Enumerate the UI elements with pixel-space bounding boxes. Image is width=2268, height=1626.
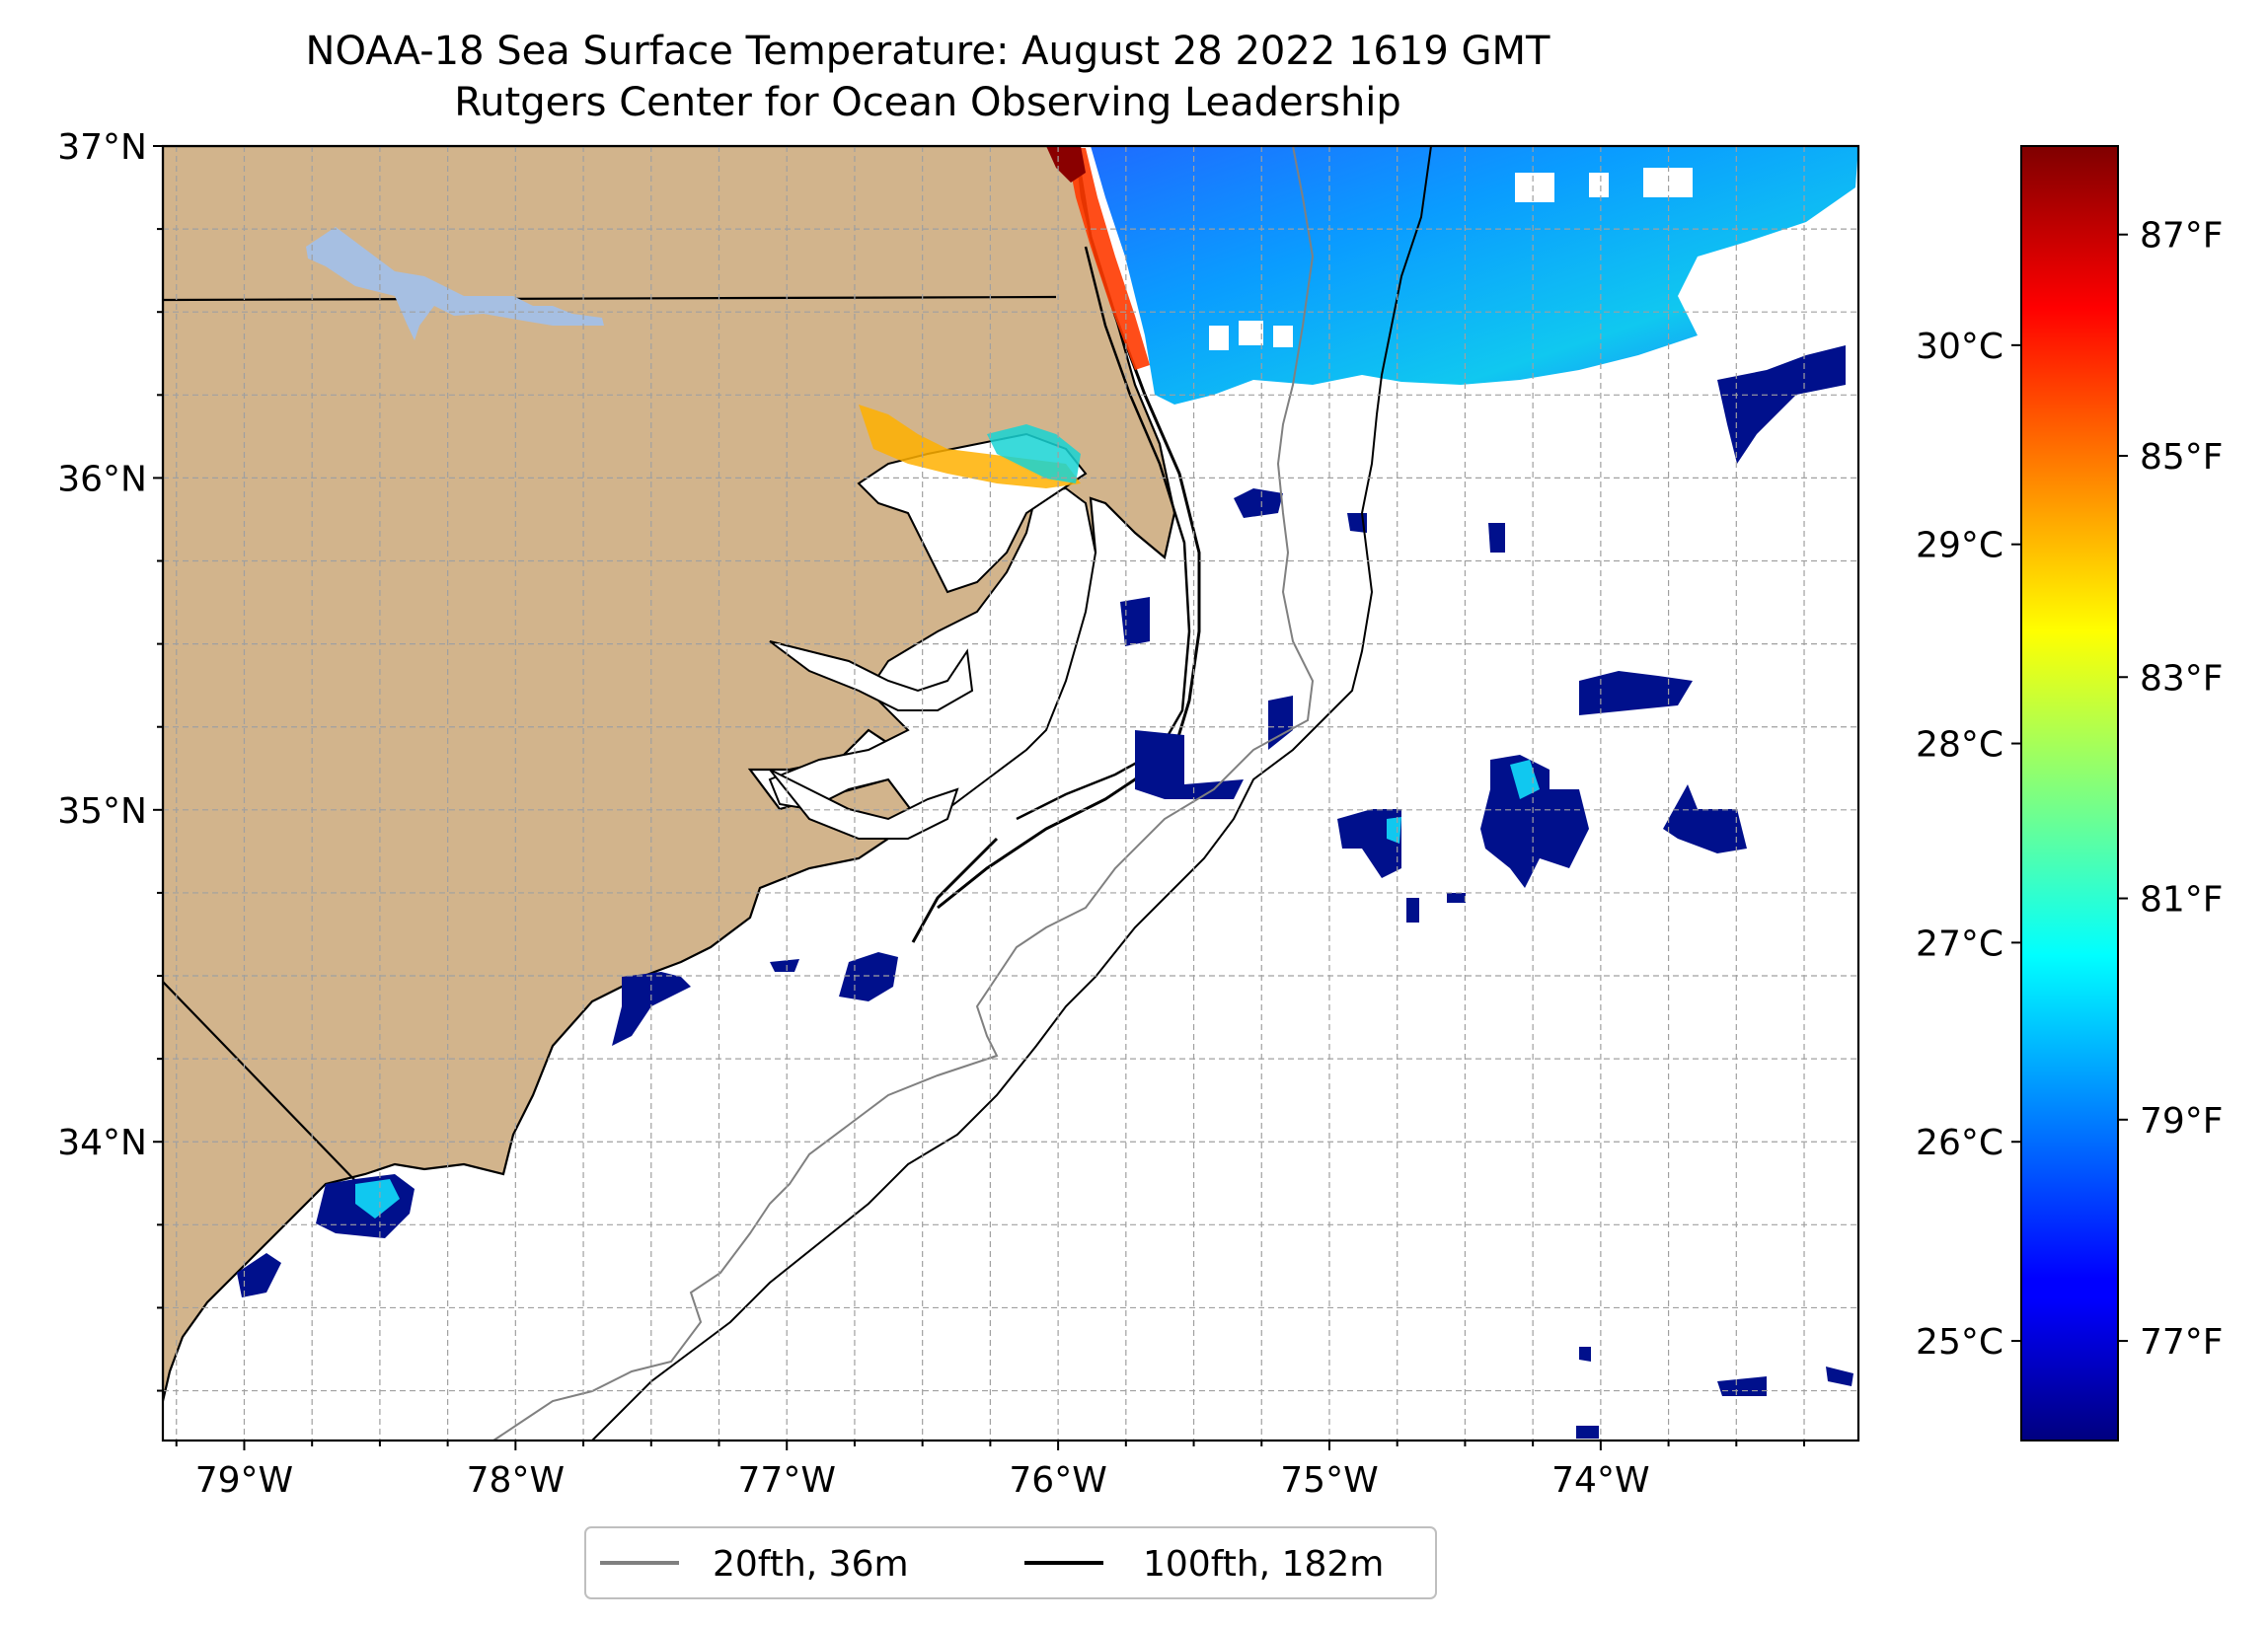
lon-tick-label: 77°W	[738, 1460, 836, 1501]
land-north-carolina	[163, 146, 1176, 1402]
lon-tick-label: 75°W	[1280, 1460, 1378, 1501]
contour-20fth	[492, 146, 1315, 1441]
sst-patch	[612, 972, 691, 1046]
sst-patch	[1488, 523, 1505, 553]
fahrenheit-tick-label: 83°F	[2140, 658, 2224, 699]
sst-patch	[1120, 597, 1150, 646]
sst-gulf-stream-swath	[1091, 146, 1858, 405]
sst-patch	[1663, 784, 1747, 853]
fahrenheit-tick-label: 81°F	[2140, 880, 2224, 921]
sst-hot-corner	[1046, 146, 1086, 183]
sst-patch	[770, 959, 799, 972]
map-title: NOAA-18 Sea Surface Temperature: August …	[305, 29, 1550, 74]
sst-patch	[237, 1253, 281, 1297]
sst-patch	[1337, 809, 1401, 878]
sst-patch	[1579, 1347, 1591, 1362]
pamlico-river	[769, 640, 974, 711]
contour-100fth	[591, 146, 1432, 1441]
sst-sound-cool	[987, 424, 1081, 483]
lon-tick-label: 74°W	[1551, 1460, 1649, 1501]
map-subtitle: Rutgers Center for Ocean Observing Leade…	[454, 80, 1401, 125]
lon-tick-label: 78°W	[467, 1460, 565, 1501]
celsius-tick-label: 29°C	[1916, 526, 2003, 566]
celsius-tick-label: 25°C	[1916, 1322, 2003, 1363]
sst-patch-highlight	[355, 1179, 400, 1219]
legend-label-100fth: 100fth, 182m	[1143, 1544, 1384, 1585]
lon-tick-label: 79°W	[195, 1460, 293, 1501]
sst-warm-nearshore	[1066, 148, 1150, 370]
celsius-tick-label: 30°C	[1916, 327, 2003, 367]
celsius-tick-label: 27°C	[1916, 924, 2003, 964]
cloud-gap	[1515, 173, 1554, 202]
map-gridlines	[163, 146, 1858, 1441]
lat-tick-label: 34°N	[57, 1123, 147, 1163]
lat-tick-label: 37°N	[57, 127, 147, 168]
lon-tick-label: 76°W	[1009, 1460, 1106, 1501]
colorbar-ticks: 25°C 26°C 27°C 28°C 29°C 30°C 77°F 79°F 81°F 83°F…	[1916, 216, 2223, 1363]
bogue-banks	[911, 837, 999, 943]
sst-patch	[1826, 1367, 1853, 1386]
neuse-river	[769, 769, 959, 840]
sst-patch	[1135, 730, 1244, 799]
sst-patch	[839, 952, 898, 1001]
fahrenheit-tick-label: 87°F	[2140, 216, 2224, 257]
outer-banks-inner	[1016, 246, 1191, 821]
cloud-gap	[1589, 173, 1609, 197]
cloud-gap	[1209, 326, 1229, 350]
sst-patch	[1576, 1426, 1599, 1439]
sst-patch	[1406, 898, 1419, 923]
fahrenheit-tick-label: 79°F	[2140, 1101, 2224, 1142]
cloud-gap	[1273, 326, 1293, 347]
sst-patch	[1480, 755, 1589, 888]
map-frame	[161, 144, 1860, 1442]
fahrenheit-tick-label: 85°F	[2140, 437, 2224, 478]
nc-sc-border	[163, 981, 364, 1190]
sst-patch-highlight	[1510, 760, 1540, 799]
map-axis-ticks: 79°W 78°W 77°W 76°W 75°W 74°W 37°N 36°N 35°N 34°N	[57, 127, 1806, 1501]
sst-patch	[1234, 488, 1283, 518]
sst-patch	[1717, 345, 1846, 464]
sst-patch	[1268, 696, 1293, 750]
fahrenheit-tick-label: 77°F	[2140, 1322, 2224, 1363]
sst-patch	[1717, 1376, 1767, 1396]
colorbar	[2020, 145, 2119, 1441]
cloud-gap	[1643, 168, 1693, 197]
celsius-tick-label: 26°C	[1916, 1123, 2003, 1163]
cloud-gap	[1239, 321, 1263, 345]
sst-patch	[1579, 671, 1693, 715]
legend-label-20fth: 20fth, 36m	[713, 1544, 909, 1585]
lat-tick-label: 35°N	[57, 791, 147, 832]
celsius-tick-label: 28°C	[1916, 725, 2003, 766]
legend-box	[584, 1526, 1437, 1599]
lat-tick-label: 36°N	[57, 459, 147, 499]
sst-patch	[1447, 893, 1466, 903]
